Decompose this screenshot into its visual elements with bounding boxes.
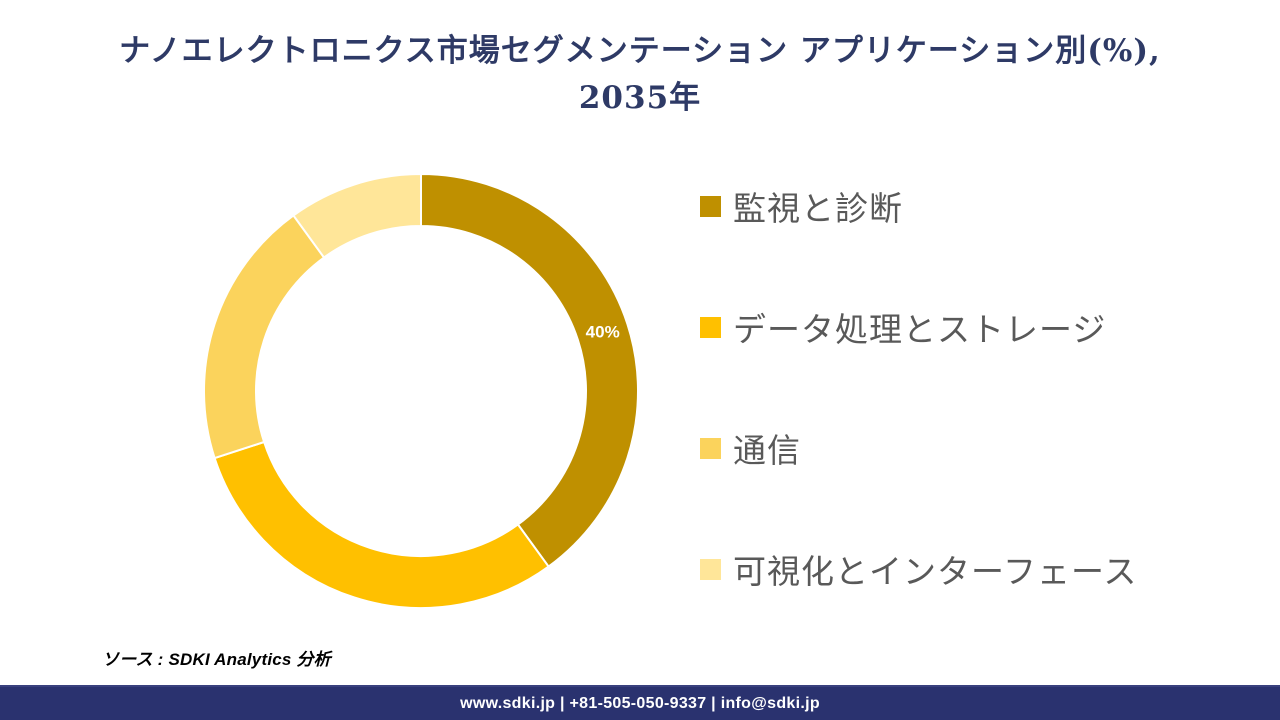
legend-swatch-icon <box>700 558 721 580</box>
donut-segment-4 <box>292 172 422 259</box>
legend-item: 通信 <box>700 429 1137 469</box>
legend-label: 通信 <box>733 432 801 469</box>
footer-contact: www.sdki.jp | +81-505-050-9337 | info@sd… <box>460 694 820 712</box>
source-note: ソース : SDKI Analytics 分析 <box>102 650 331 669</box>
donut-segment-1 <box>420 172 639 568</box>
chart-title: ナノエレクトロニクス市場セグメンテーション アプリケーション別(%), 2035… <box>0 28 1280 122</box>
legend: 監視と診断データ処理とストレージ 通信可視化とインターフェース <box>700 187 1137 671</box>
legend-swatch-icon <box>700 437 721 459</box>
donut-chart: 40% <box>203 172 639 609</box>
footer-bar: www.sdki.jp | +81-505-050-9337 | info@sd… <box>0 685 1280 720</box>
legend-item: データ処理とストレージ <box>700 308 1137 348</box>
legend-label: 可視化とインターフェース <box>733 553 1138 590</box>
legend-label: 監視と診断 <box>733 190 903 227</box>
donut-chart-container: 40% <box>191 161 651 621</box>
legend-swatch-icon <box>700 195 721 217</box>
donut-data-label: 40% <box>586 323 620 342</box>
donut-segment-2 <box>213 440 550 609</box>
chart-title-line2: 2035年 <box>578 80 702 116</box>
donut-segment-3 <box>203 214 326 460</box>
legend-label: データ処理とストレージ <box>733 311 1107 348</box>
chart-title-line1: ナノエレクトロニクス市場セグメンテーション アプリケーション別(%), <box>119 33 1161 69</box>
legend-item: 監視と診断 <box>700 187 1137 227</box>
legend-swatch-icon <box>700 316 721 338</box>
legend-item: 可視化とインターフェース <box>700 550 1137 590</box>
